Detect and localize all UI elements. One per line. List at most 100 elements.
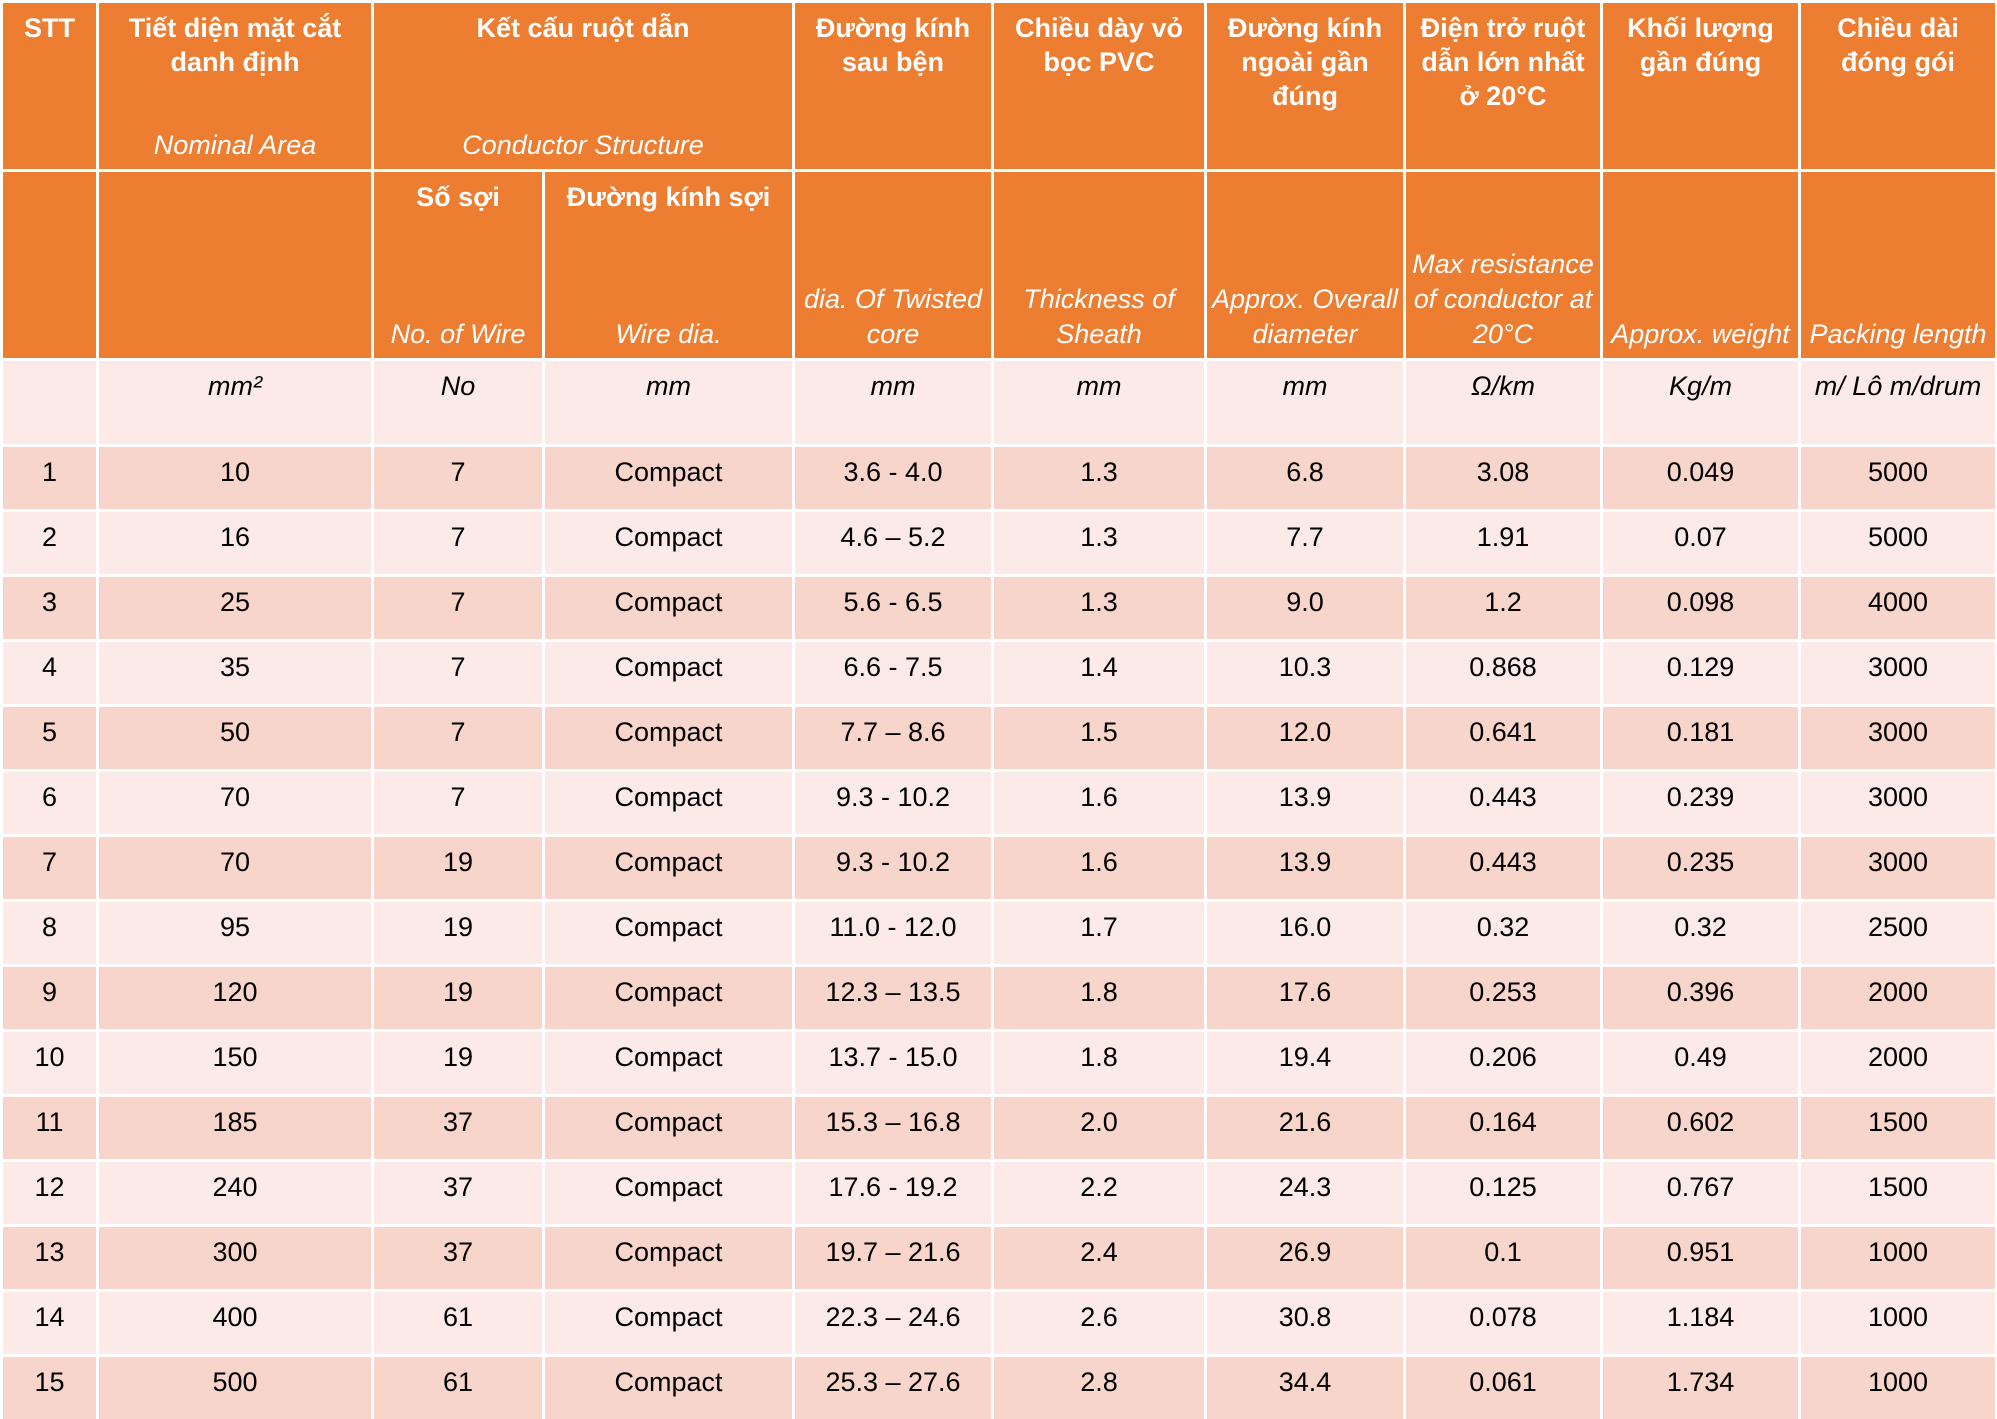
header-cell: Đường kính sau bện [792,0,994,172]
header-cell: Approx. Overall diameter [1204,169,1406,361]
data-cell: 17.6 [1204,964,1406,1032]
unit-cell [0,358,99,447]
data-cell: 1.184 [1600,1289,1801,1357]
data-cell: 1.91 [1403,509,1603,577]
data-cell: 24.3 [1204,1159,1406,1227]
header-cell [0,169,99,361]
data-cell: 0.32 [1600,899,1801,967]
header-content: Max resistance of conductor at 20°C [1410,180,1596,352]
data-cell: 4.6 – 5.2 [792,509,994,577]
data-cell: 7 [371,769,545,837]
data-cell: 3000 [1798,704,1997,772]
data-cell: 1.4 [991,639,1207,707]
data-cell: 37 [371,1094,545,1162]
data-cell: 1.3 [991,574,1207,642]
data-cell: 2.4 [991,1224,1207,1292]
data-cell: 10 [0,1029,99,1097]
header-content: Chiều dài đóng gói [1805,11,1991,163]
data-cell: 0.767 [1600,1159,1801,1227]
header-content: Packing length [1805,180,1991,352]
data-cell: 50 [96,704,374,772]
header-content: Chiều dày vỏ bọc PVC [998,11,1200,163]
header-content: Số sợi No. of Wire [378,180,538,352]
data-cell: 35 [96,639,374,707]
data-cell: 1.8 [991,964,1207,1032]
data-cell: 7 [371,639,545,707]
data-cell: 19.4 [1204,1029,1406,1097]
data-cell: 0.641 [1403,704,1603,772]
data-cell: 0.443 [1403,769,1603,837]
unit-cell: mm [792,358,994,447]
data-cell: 6.6 - 7.5 [792,639,994,707]
data-cell: 2000 [1798,1029,1997,1097]
data-cell: 17.6 - 19.2 [792,1159,994,1227]
data-row: 5 50 7 Compact 7.7 – 8.6 1.5 12.0 0.641 0.181 300… [0,704,1997,772]
data-cell: 3 [0,574,99,642]
data-cell: Compact [542,509,795,577]
data-cell: 22.3 – 24.6 [792,1289,994,1357]
header-vi: Chiều dày vỏ bọc PVC [1014,13,1184,77]
data-cell: Compact [542,444,795,512]
data-cell: 0.951 [1600,1224,1801,1292]
data-cell: 0.164 [1403,1094,1603,1162]
header-cell: Điện trở ruột dẫn lớn nhất ở 20°C [1403,0,1603,172]
data-cell: Compact [542,1159,795,1227]
data-cell: 1.7 [991,899,1207,967]
data-row: 11 185 37 Compact 15.3 – 16.8 2.0 21.6 0.164 0.6… [0,1094,1997,1162]
unit-cell: No [371,358,545,447]
header-vi: Kết cấu ruột dẫn [476,13,690,43]
data-cell: Compact [542,1289,795,1357]
data-cell: 0.206 [1403,1029,1603,1097]
data-cell: 1.8 [991,1029,1207,1097]
data-cell: 0.602 [1600,1094,1801,1162]
data-cell: 37 [371,1159,545,1227]
data-row: 4 35 7 Compact 6.6 - 7.5 1.4 10.3 0.868 0.129 300… [0,639,1997,707]
data-cell: 19 [371,899,545,967]
unit-cell: mm [991,358,1207,447]
data-cell: 3000 [1798,769,1997,837]
data-cell: 2.8 [991,1354,1207,1419]
data-cell: 0.443 [1403,834,1603,902]
data-cell: 13.7 - 15.0 [792,1029,994,1097]
data-cell: 7.7 – 8.6 [792,704,994,772]
data-cell: 3000 [1798,834,1997,902]
data-cell: 26.9 [1204,1224,1406,1292]
data-cell: 1.3 [991,509,1207,577]
data-cell: 1500 [1798,1159,1997,1227]
data-cell: 0.253 [1403,964,1603,1032]
data-cell: 0.239 [1600,769,1801,837]
header-content: Kết cấu ruột dẫn Conductor Structure [378,11,788,163]
data-cell: Compact [542,769,795,837]
data-cell: Compact [542,899,795,967]
data-row: 7 70 19 Compact 9.3 - 10.2 1.6 13.9 0.443 0.235 3… [0,834,1997,902]
unit-cell: Ω/km [1403,358,1603,447]
unit-cell: mm [1204,358,1406,447]
unit-cell: mm [542,358,795,447]
data-cell: 2.2 [991,1159,1207,1227]
header-vi: STT [24,13,75,43]
data-cell: 16 [96,509,374,577]
data-cell: 9.3 - 10.2 [792,834,994,902]
data-cell: 300 [96,1224,374,1292]
unit-cell: Kg/m [1600,358,1801,447]
header-cell: Thickness of Sheath [991,169,1207,361]
header-cell: dia. Of Twisted core [792,169,994,361]
data-cell: 0.1 [1403,1224,1603,1292]
data-row: 6 70 7 Compact 9.3 - 10.2 1.6 13.9 0.443 0.239 30… [0,769,1997,837]
header-row: STT Tiết diện mặt cắt danh định Nominal Ar… [0,0,1997,172]
data-cell: 19 [371,964,545,1032]
data-cell: 61 [371,1289,545,1357]
units-row: mm² No mm mm mm mm Ω/km Kg/m m/ Lô m/drum [0,358,1997,447]
header-cell: Số sợi No. of Wire [371,169,545,361]
header-cell: Tiết diện mặt cắt danh định Nominal Area [96,0,374,172]
data-cell: 7 [0,834,99,902]
data-cell: 70 [96,834,374,902]
data-cell: 21.6 [1204,1094,1406,1162]
data-cell: 34.4 [1204,1354,1406,1419]
header-vi: Chiều dài đóng gói [1837,13,1959,77]
data-row: 2 16 7 Compact 4.6 – 5.2 1.3 7.7 1.91 0.07 5000 [0,509,1997,577]
data-row: 8 95 19 Compact 11.0 - 12.0 1.7 16.0 0.32 0.32 25… [0,899,1997,967]
data-cell: 14 [0,1289,99,1357]
data-row: 9 120 19 Compact 12.3 – 13.5 1.8 17.6 0.253 0.39… [0,964,1997,1032]
